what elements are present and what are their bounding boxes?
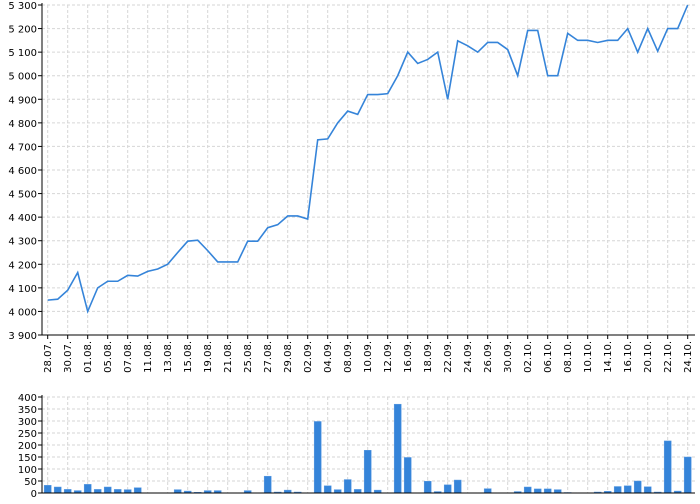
x-tick-label: 19.08. xyxy=(203,341,214,373)
x-tick-label: 07.08. xyxy=(123,341,134,373)
y-tick-label: 4 600 xyxy=(8,166,37,177)
x-tick-label: 08.09. xyxy=(343,341,354,373)
x-tick-label: 30.09. xyxy=(503,341,514,373)
volume-bar xyxy=(134,488,141,493)
volume-bar xyxy=(554,490,561,493)
volume-bar xyxy=(394,404,401,493)
y-tick-label: 4 300 xyxy=(8,237,37,248)
x-tick-label: 30.07. xyxy=(63,341,74,373)
x-tick-label: 02.09. xyxy=(303,341,314,373)
x-tick-label: 24.10. xyxy=(683,341,694,373)
y-tick-label: 5 100 xyxy=(8,48,37,59)
x-tick-label: 21.08. xyxy=(223,341,234,373)
y-tick-label: 4 500 xyxy=(8,190,37,201)
price-line-chart: 3 900 4 000 4 100 4 200 4 300 4 400 4 500 4 600… xyxy=(8,1,695,373)
x-tick-label: 27.08. xyxy=(263,341,274,373)
x-tick-label: 16.09. xyxy=(403,341,414,373)
y-tick-label: 5 300 xyxy=(8,1,37,12)
volume-bar xyxy=(354,489,361,493)
y-tick-label: 250 xyxy=(18,429,37,440)
x-tick-label: 13.08. xyxy=(163,341,174,373)
volume-bar xyxy=(684,457,691,493)
x-tick-label: 12.09. xyxy=(383,341,394,373)
volume-bar xyxy=(664,441,671,493)
volume-bar xyxy=(444,485,451,493)
y-tick-label: 300 xyxy=(18,417,37,428)
volume-bar xyxy=(624,486,631,493)
volume-bar xyxy=(634,481,641,493)
volume-bar xyxy=(454,480,461,493)
volume-bar xyxy=(524,487,531,493)
volume-bar xyxy=(54,487,61,493)
y-tick-label: 400 xyxy=(18,393,37,404)
x-tick-label: 11.08. xyxy=(143,341,154,373)
y-tick-label: 4 800 xyxy=(8,119,37,130)
volume-bar xyxy=(614,487,621,493)
y-tick-label: 4 000 xyxy=(8,307,37,318)
y-tick-label: 100 xyxy=(18,465,37,476)
x-tick-label: 25.08. xyxy=(243,341,254,373)
volume-bar xyxy=(344,480,351,493)
volume-bar xyxy=(324,486,331,493)
volume-bar xyxy=(44,485,51,493)
x-tick-label: 02.10. xyxy=(523,341,534,373)
x-tick-label: 28.07. xyxy=(43,341,54,373)
x-tick-label: 20.10. xyxy=(643,341,654,373)
x-tick-label: 22.10. xyxy=(663,341,674,373)
x-tick-label: 08.10. xyxy=(563,341,574,373)
x-tick-label: 04.09. xyxy=(323,341,334,373)
volume-bar xyxy=(334,490,341,493)
y-tick-label: 200 xyxy=(18,441,37,452)
x-tick-label: 06.10. xyxy=(543,341,554,373)
y-tick-label: 4 400 xyxy=(8,213,37,224)
volume-bar xyxy=(174,490,181,493)
x-tick-label: 10.09. xyxy=(363,341,374,373)
x-tick-label: 15.08. xyxy=(183,341,194,373)
y-tick-label: 4 200 xyxy=(8,260,37,271)
x-tick-label: 16.10. xyxy=(623,341,634,373)
y-tick-label: 5 200 xyxy=(8,25,37,36)
volume-bar xyxy=(114,489,121,493)
volume-bar xyxy=(424,481,431,493)
y-tick-label: 4 900 xyxy=(8,95,37,106)
volume-bar xyxy=(544,489,551,493)
y-tick-label: 4 700 xyxy=(8,142,37,153)
volume-bar xyxy=(124,490,131,493)
x-tick-label: 01.08. xyxy=(83,341,94,373)
volume-bar xyxy=(534,489,541,493)
volume-bar xyxy=(64,489,71,493)
volume-bar xyxy=(364,450,371,493)
y-tick-label: 150 xyxy=(18,453,37,464)
y-tick-label: 3 900 xyxy=(8,331,37,342)
volume-bar xyxy=(264,476,271,493)
x-tick-label: 24.09. xyxy=(463,341,474,373)
y-tick-label: 5 000 xyxy=(8,72,37,83)
volume-bar xyxy=(314,421,321,493)
volume-bar xyxy=(104,487,111,493)
y-tick-label: 350 xyxy=(18,405,37,416)
x-tick-label: 10.10. xyxy=(583,341,594,373)
y-tick-label: 0 xyxy=(31,489,37,500)
volume-bar xyxy=(94,489,101,493)
x-tick-label: 26.09. xyxy=(483,341,494,373)
volume-bar xyxy=(484,489,491,493)
volume-bar xyxy=(84,484,91,493)
x-tick-label: 14.10. xyxy=(603,341,614,373)
x-tick-label: 18.09. xyxy=(423,341,434,373)
y-tick-label: 50 xyxy=(24,477,37,488)
volume-bar xyxy=(644,487,651,493)
x-tick-label: 05.08. xyxy=(103,341,114,373)
volume-bar xyxy=(404,457,411,493)
x-tick-label: 22.09. xyxy=(443,341,454,373)
y-tick-label: 4 100 xyxy=(8,284,37,295)
x-tick-label: 29.08. xyxy=(283,341,294,373)
